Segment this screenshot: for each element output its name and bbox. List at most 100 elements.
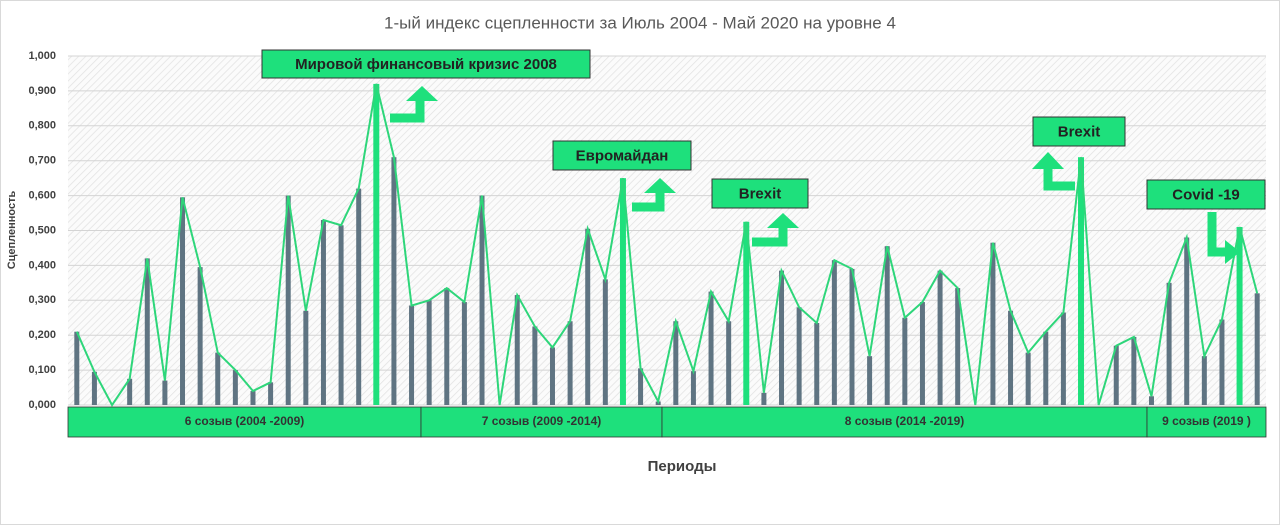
trend-line [75,83,1259,407]
bar [127,378,133,405]
annotation-arrow-head [644,178,676,193]
bar [849,268,855,405]
annotation-label: Brexit [1058,123,1101,140]
bar [444,288,450,405]
bar [320,220,326,405]
annotation-arrow-head [1225,240,1240,264]
bar [990,242,996,405]
bar [409,305,415,405]
y-tick-label: 0,400 [28,259,56,271]
bar [1201,356,1207,405]
annotation-box [1032,116,1126,147]
bar [1148,396,1154,405]
annotation-arrow [752,227,788,247]
bar [1060,312,1066,405]
bar [955,288,961,405]
chart-title: 1-ый индекс сцепленности за Июль 2004 - … [384,13,896,32]
bar [1008,310,1014,405]
annotation-arrow [1043,168,1075,191]
period-band [67,406,422,438]
bar [303,310,309,405]
bar [1113,345,1119,405]
bar [91,371,97,405]
bar [144,258,150,405]
annotation-box [261,49,591,79]
bar [673,321,679,405]
bar [1025,352,1031,405]
bar [1043,331,1049,405]
bar [831,260,837,405]
annotation-box [552,140,692,171]
annotation-arrow-head [767,213,799,228]
bar [532,326,538,405]
period-label: 7 созыв (2009 -2014) [482,414,602,428]
y-tick-label: 0,300 [28,294,56,306]
bar [373,83,380,406]
annotation-arrow-head [406,86,438,101]
bar [215,352,221,405]
annotation-label: Covid -19 [1172,186,1240,203]
y-tick-label: 0,600 [28,190,56,202]
period-band [420,406,663,438]
y-tick-label: 1,000 [28,50,56,62]
bar [250,391,256,405]
bar [690,371,696,405]
period-band [661,406,1148,438]
y-tick-label: 0,800 [28,120,56,132]
bar [1131,336,1137,405]
annotation-arrow [390,100,425,123]
bar [585,228,591,405]
annotation-label: Мировой финансовый кризис 2008 [295,56,557,73]
bar [937,270,943,405]
bar [884,246,890,405]
annotation-label: Евромайдан [576,147,669,164]
bar [461,302,467,405]
bar [814,322,820,405]
bar [1219,319,1225,405]
bar [197,267,203,405]
bar [902,317,908,405]
bar [638,368,644,405]
annotation-box [711,178,809,209]
bar [391,157,397,405]
period-band [1146,406,1267,438]
bar [514,295,520,405]
bar [743,221,750,405]
annotation-box [1146,179,1266,210]
annotation-arrow [632,192,665,212]
bar [602,279,608,405]
annotation-arrow-head [1032,152,1064,169]
bar [232,370,238,405]
bar [180,197,186,405]
bar [708,291,714,405]
bar [919,302,925,405]
bar [726,321,732,405]
bar [549,347,555,405]
x-axis-label: Периоды [648,458,717,475]
y-tick-label: 0,000 [28,399,56,411]
y-tick-label: 0,900 [28,85,56,97]
period-label: 6 созыв (2004 -2009) [185,414,305,428]
period-label: 9 созыв (2019 ) [1162,414,1251,428]
annotation-label: Brexit [739,185,782,202]
bar [779,270,785,405]
bar [356,188,362,405]
bar [867,356,873,405]
y-tick-label: 0,100 [28,364,56,376]
bar [285,195,291,405]
bar [1184,237,1190,405]
bar [74,331,80,405]
y-axis-label: Сцепленность [6,190,18,269]
bar [479,195,485,405]
bar [1078,157,1085,405]
bar [1166,282,1172,405]
bar [1236,227,1243,405]
bar [761,392,767,405]
y-tick-label: 0,200 [28,329,56,341]
bar [567,321,573,405]
y-tick-label: 0,500 [28,224,56,236]
bar [1254,293,1260,405]
annotation-arrow [1207,212,1226,257]
